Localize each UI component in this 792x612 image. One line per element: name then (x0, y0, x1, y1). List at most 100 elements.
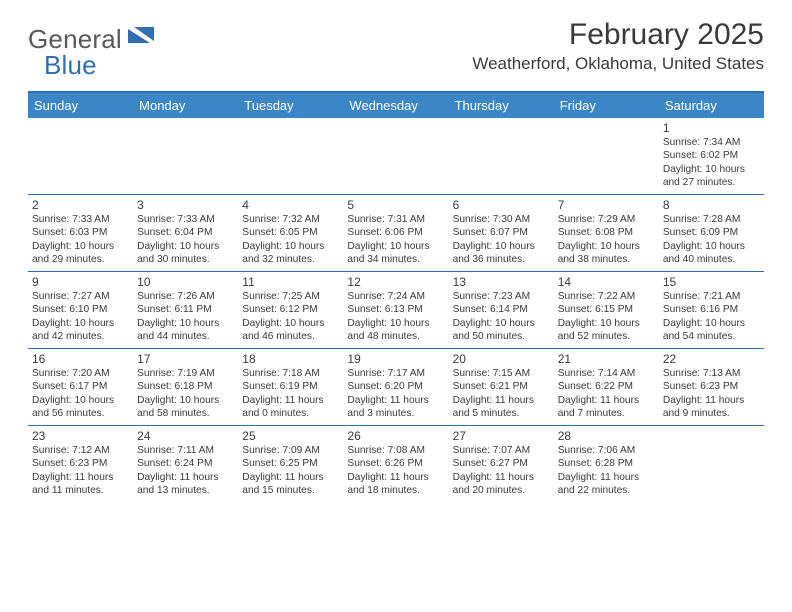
sunrise-line: Sunrise: 7:06 AM (558, 444, 655, 457)
day-number: 24 (137, 429, 234, 443)
day-number: 17 (137, 352, 234, 366)
day-number: 1 (663, 121, 760, 135)
sunset-line: Sunset: 6:13 PM (347, 303, 444, 316)
daylight-line: Daylight: 11 hours and 18 minutes. (347, 471, 444, 498)
sunrise-line: Sunrise: 7:13 AM (663, 367, 760, 380)
sunset-line: Sunset: 6:25 PM (242, 457, 339, 470)
sunrise-line: Sunrise: 7:07 AM (453, 444, 550, 457)
daylight-line: Daylight: 11 hours and 9 minutes. (663, 394, 760, 421)
sunset-line: Sunset: 6:09 PM (663, 226, 760, 239)
weekday-thu: Thursday (449, 93, 554, 118)
daylight-line: Daylight: 10 hours and 38 minutes. (558, 240, 655, 267)
sunrise-line: Sunrise: 7:20 AM (32, 367, 129, 380)
sunset-line: Sunset: 6:16 PM (663, 303, 760, 316)
day-cell: 15Sunrise: 7:21 AMSunset: 6:16 PMDayligh… (659, 272, 764, 348)
sunset-line: Sunset: 6:14 PM (453, 303, 550, 316)
sunrise-line: Sunrise: 7:08 AM (347, 444, 444, 457)
day-cell: 13Sunrise: 7:23 AMSunset: 6:14 PMDayligh… (449, 272, 554, 348)
sunrise-line: Sunrise: 7:15 AM (453, 367, 550, 380)
day-number: 11 (242, 275, 339, 289)
sunset-line: Sunset: 6:20 PM (347, 380, 444, 393)
sunrise-line: Sunrise: 7:33 AM (32, 213, 129, 226)
sunrise-line: Sunrise: 7:27 AM (32, 290, 129, 303)
day-number: 6 (453, 198, 550, 212)
day-cell: 22Sunrise: 7:13 AMSunset: 6:23 PMDayligh… (659, 349, 764, 425)
day-number: 15 (663, 275, 760, 289)
day-cell: 18Sunrise: 7:18 AMSunset: 6:19 PMDayligh… (238, 349, 343, 425)
day-cell: 2Sunrise: 7:33 AMSunset: 6:03 PMDaylight… (28, 195, 133, 271)
sunrise-line: Sunrise: 7:19 AM (137, 367, 234, 380)
sunset-line: Sunset: 6:11 PM (137, 303, 234, 316)
day-number: 14 (558, 275, 655, 289)
day-number: 26 (347, 429, 444, 443)
sunrise-line: Sunrise: 7:34 AM (663, 136, 760, 149)
sunset-line: Sunset: 6:19 PM (242, 380, 339, 393)
day-cell: 25Sunrise: 7:09 AMSunset: 6:25 PMDayligh… (238, 426, 343, 502)
day-cell: 24Sunrise: 7:11 AMSunset: 6:24 PMDayligh… (133, 426, 238, 502)
day-cell: 27Sunrise: 7:07 AMSunset: 6:27 PMDayligh… (449, 426, 554, 502)
day-number: 23 (32, 429, 129, 443)
sunset-line: Sunset: 6:22 PM (558, 380, 655, 393)
day-cell: 9Sunrise: 7:27 AMSunset: 6:10 PMDaylight… (28, 272, 133, 348)
day-cell: 11Sunrise: 7:25 AMSunset: 6:12 PMDayligh… (238, 272, 343, 348)
sunset-line: Sunset: 6:17 PM (32, 380, 129, 393)
sunrise-line: Sunrise: 7:14 AM (558, 367, 655, 380)
day-number: 16 (32, 352, 129, 366)
daylight-line: Daylight: 10 hours and 40 minutes. (663, 240, 760, 267)
weekday-sat: Saturday (659, 93, 764, 118)
day-cell-empty (133, 118, 238, 194)
day-number: 25 (242, 429, 339, 443)
week-row: 16Sunrise: 7:20 AMSunset: 6:17 PM Dayligh… (28, 349, 764, 426)
sunset-line: Sunset: 6:24 PM (137, 457, 234, 470)
sunrise-line: Sunrise: 7:09 AM (242, 444, 339, 457)
day-cell-empty (28, 118, 133, 194)
day-number: 9 (32, 275, 129, 289)
sunset-line: Sunset: 6:07 PM (453, 226, 550, 239)
day-number: 3 (137, 198, 234, 212)
day-cell: 4Sunrise: 7:32 AMSunset: 6:05 PMDaylight… (238, 195, 343, 271)
sunrise-line: Sunrise: 7:24 AM (347, 290, 444, 303)
daylight-line: Daylight: 10 hours and 44 minutes. (137, 317, 234, 344)
weekday-sun: Sunday (28, 93, 133, 118)
daylight-line: Daylight: 10 hours and 32 minutes. (242, 240, 339, 267)
sunset-line: Sunset: 6:27 PM (453, 457, 550, 470)
week-row: 23Sunrise: 7:12 AMSunset: 6:23 PMDayligh… (28, 426, 764, 502)
sunrise-line: Sunrise: 7:12 AM (32, 444, 129, 457)
daylight-line: Daylight: 10 hours and 46 minutes. (242, 317, 339, 344)
day-cell: 21Sunrise: 7:14 AMSunset: 6:22 PMDayligh… (554, 349, 659, 425)
day-number: 19 (347, 352, 444, 366)
sunrise-line: Sunrise: 7:17 AM (347, 367, 444, 380)
sunset-line: Sunset: 6:28 PM (558, 457, 655, 470)
daylight-line: Daylight: 10 hours and 30 minutes. (137, 240, 234, 267)
sunrise-line: Sunrise: 7:21 AM (663, 290, 760, 303)
daylight-line: Daylight: 10 hours and 54 minutes. (663, 317, 760, 344)
day-cell-empty (238, 118, 343, 194)
day-cell-empty (449, 118, 554, 194)
daylight-line: Daylight: 11 hours and 22 minutes. (558, 471, 655, 498)
title-block: February 2025 Weatherford, Oklahoma, Uni… (472, 18, 764, 74)
daylight-line: Daylight: 10 hours and 42 minutes. (32, 317, 129, 344)
day-cell: 3Sunrise: 7:33 AMSunset: 6:04 PMDaylight… (133, 195, 238, 271)
sunset-line: Sunset: 6:05 PM (242, 226, 339, 239)
day-number: 22 (663, 352, 760, 366)
day-number: 20 (453, 352, 550, 366)
day-number: 12 (347, 275, 444, 289)
sunset-line: Sunset: 6:06 PM (347, 226, 444, 239)
day-number: 5 (347, 198, 444, 212)
day-cell-empty (659, 426, 764, 502)
sunrise-line: Sunrise: 7:11 AM (137, 444, 234, 457)
day-cell: 7Sunrise: 7:29 AMSunset: 6:08 PMDaylight… (554, 195, 659, 271)
sunrise-line: Sunrise: 7:28 AM (663, 213, 760, 226)
daylight-line: Daylight: 10 hours and 58 minutes. (137, 394, 234, 421)
weekday-wed: Wednesday (343, 93, 448, 118)
day-cell: 26Sunrise: 7:08 AMSunset: 6:26 PMDayligh… (343, 426, 448, 502)
day-cell-empty (343, 118, 448, 194)
weekday-tue: Tuesday (238, 93, 343, 118)
day-number: 27 (453, 429, 550, 443)
sunset-line: Sunset: 6:15 PM (558, 303, 655, 316)
daylight-line: Daylight: 10 hours and 48 minutes. (347, 317, 444, 344)
day-cell: 20Sunrise: 7:15 AMSunset: 6:21 PMDayligh… (449, 349, 554, 425)
sunset-line: Sunset: 6:26 PM (347, 457, 444, 470)
weekday-mon: Monday (133, 93, 238, 118)
day-cell: 5Sunrise: 7:31 AMSunset: 6:06 PMDaylight… (343, 195, 448, 271)
